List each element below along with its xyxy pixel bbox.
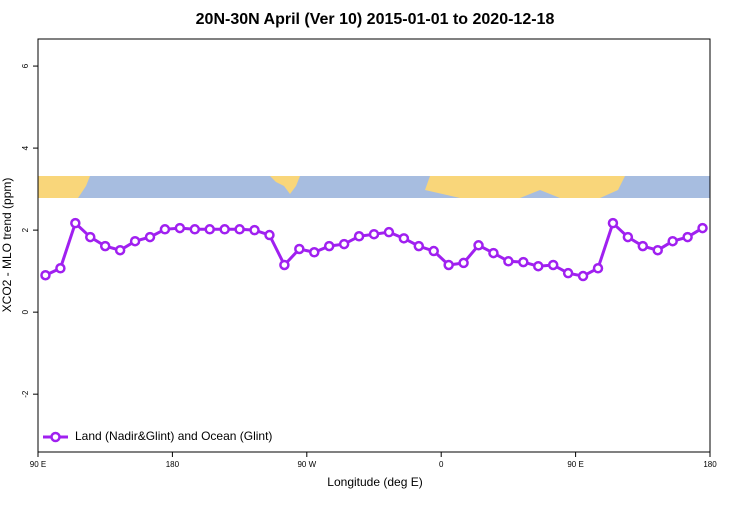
y-axis-label: XCO2 - MLO trend (ppm) bbox=[0, 178, 14, 313]
data-point bbox=[219, 224, 230, 235]
data-point bbox=[174, 222, 186, 234]
x-tick-label: 0 bbox=[439, 460, 444, 469]
data-point bbox=[443, 259, 454, 271]
plot-frame bbox=[37, 38, 711, 453]
data-point bbox=[338, 238, 350, 250]
data-point bbox=[279, 259, 290, 271]
y-tick-label: 2 bbox=[21, 227, 30, 232]
data-point bbox=[458, 257, 469, 269]
x-tick-label: 180 bbox=[703, 460, 717, 469]
data-point bbox=[682, 231, 693, 243]
data-point bbox=[488, 247, 499, 259]
data-point bbox=[368, 228, 380, 240]
legend-label: Land (Nadir&Glint) and Ocean (Glint) bbox=[75, 429, 272, 443]
data-point bbox=[428, 245, 439, 257]
x-tick-label: 180 bbox=[166, 460, 180, 469]
data-point bbox=[99, 240, 111, 252]
data-point bbox=[70, 217, 81, 229]
data-point bbox=[204, 224, 215, 235]
data-point bbox=[652, 244, 663, 256]
data-point bbox=[533, 260, 544, 272]
data-point bbox=[85, 231, 96, 243]
y-tick-label: 0 bbox=[21, 309, 30, 314]
data-point bbox=[667, 235, 678, 247]
data-point bbox=[234, 224, 245, 235]
data-point bbox=[353, 231, 365, 242]
data-point bbox=[413, 240, 425, 252]
data-point bbox=[114, 244, 126, 256]
data-point bbox=[473, 240, 484, 251]
data-point bbox=[383, 226, 395, 238]
data-point bbox=[398, 233, 410, 244]
y-tick-label: -2 bbox=[21, 390, 30, 398]
data-point bbox=[40, 269, 51, 281]
data-point bbox=[518, 256, 529, 268]
data-point bbox=[294, 243, 305, 255]
data-point bbox=[503, 256, 514, 267]
x-tick-label: 90 W bbox=[297, 460, 316, 469]
x-tick-label: 90 E bbox=[567, 460, 583, 469]
data-point bbox=[159, 224, 171, 235]
data-point bbox=[55, 263, 66, 274]
data-point bbox=[249, 224, 260, 236]
data-point bbox=[547, 259, 559, 271]
data-point bbox=[144, 231, 156, 243]
data-point bbox=[562, 267, 574, 279]
data-point bbox=[637, 240, 649, 252]
data-point bbox=[577, 270, 589, 282]
map-strip bbox=[38, 176, 710, 198]
legend-marker bbox=[50, 431, 61, 443]
x-tick-label: 90 E bbox=[30, 460, 46, 469]
data-point bbox=[622, 231, 634, 243]
data-point bbox=[323, 240, 335, 252]
data-point bbox=[189, 224, 201, 235]
data-point bbox=[592, 263, 604, 274]
y-tick-label: 4 bbox=[21, 145, 30, 150]
y-tick-label: 6 bbox=[21, 63, 30, 68]
data-point bbox=[309, 247, 320, 258]
x-axis-label: Longitude (deg E) bbox=[327, 475, 422, 489]
data-point bbox=[129, 235, 141, 247]
data-point bbox=[697, 222, 708, 234]
chart-title: 20N-30N April (Ver 10) 2015-01-01 to 202… bbox=[196, 11, 555, 28]
data-point bbox=[264, 229, 275, 241]
data-point bbox=[607, 217, 619, 229]
